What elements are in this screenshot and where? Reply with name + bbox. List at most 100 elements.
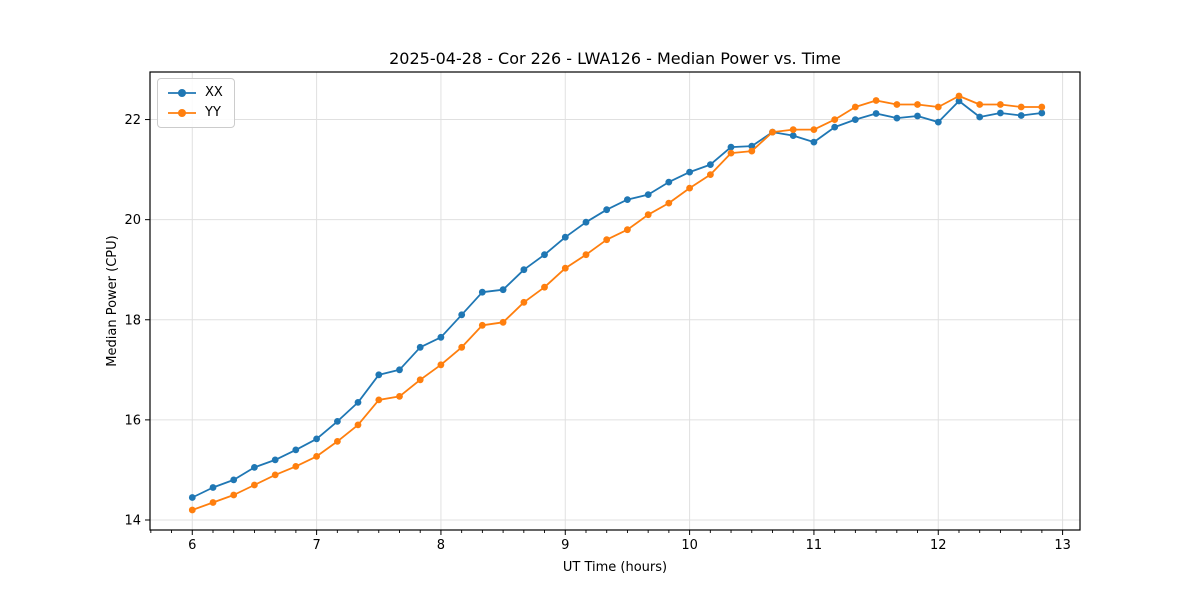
data-point-marker — [914, 112, 921, 120]
y-tick-label: 16 — [124, 413, 141, 428]
axis-ticks — [145, 119, 1064, 535]
data-point-marker — [334, 438, 341, 445]
data-point-marker — [624, 226, 631, 234]
data-point-marker — [934, 118, 942, 126]
data-point-marker — [499, 286, 507, 294]
data-point-marker — [851, 103, 859, 111]
data-point-marker — [251, 481, 258, 489]
series-line-yy — [191, 95, 1043, 511]
data-point-marker — [893, 114, 901, 122]
data-point-marker — [748, 142, 756, 150]
data-point-marker — [437, 333, 445, 341]
data-point-marker — [458, 311, 466, 319]
legend-item-yy: YY — [166, 104, 223, 122]
data-point-marker — [872, 97, 880, 104]
y-axis-label: Median Power (CPU) — [105, 235, 120, 366]
data-point-marker — [644, 191, 652, 199]
data-point-marker — [644, 211, 652, 219]
series-layer — [188, 92, 1046, 514]
data-point-marker — [292, 463, 300, 470]
data-point-marker — [230, 491, 238, 499]
data-point-marker — [603, 206, 611, 214]
data-point-marker — [955, 92, 963, 100]
data-point-marker — [561, 264, 569, 272]
data-point-marker — [810, 126, 818, 133]
data-point-marker — [727, 149, 735, 157]
data-point-marker — [354, 421, 362, 429]
data-point-marker — [1017, 103, 1025, 111]
data-point-marker — [727, 143, 735, 151]
data-point-marker — [851, 116, 859, 123]
data-point-marker — [665, 178, 673, 186]
y-tick-label: 18 — [124, 313, 141, 328]
data-point-marker — [354, 399, 362, 406]
x-tick-label: 7 — [312, 538, 320, 553]
legend-line-marker-icon — [168, 89, 196, 97]
data-point-marker — [396, 366, 403, 374]
series-yy — [188, 92, 1046, 514]
y-tick-label: 20 — [124, 213, 141, 228]
data-point-marker — [810, 138, 818, 146]
data-point-marker — [976, 101, 984, 108]
data-point-marker — [582, 251, 590, 259]
data-point-marker — [437, 361, 445, 369]
legend-label-yy: YY — [205, 105, 221, 120]
data-point-marker — [789, 126, 797, 133]
plot-border — [149, 71, 1081, 531]
data-point-marker — [520, 266, 528, 274]
data-point-marker — [686, 168, 693, 176]
legend: XX YY — [157, 78, 235, 128]
series-xx — [188, 97, 1046, 501]
data-point-marker — [686, 184, 693, 192]
data-point-marker — [520, 298, 528, 306]
data-point-marker — [707, 161, 714, 169]
x-tick-label: 13 — [1054, 538, 1071, 553]
data-point-marker — [292, 446, 300, 454]
data-point-marker — [893, 101, 901, 108]
data-point-marker — [997, 109, 1004, 117]
data-point-marker — [1038, 103, 1046, 111]
data-point-marker — [789, 132, 797, 140]
data-point-marker — [396, 393, 403, 400]
data-point-marker — [334, 418, 341, 425]
legend-label-xx: XX — [205, 85, 223, 100]
data-point-marker — [748, 147, 756, 155]
data-point-marker — [541, 283, 548, 291]
data-point-marker — [1017, 112, 1025, 119]
data-point-marker — [914, 101, 921, 108]
data-point-marker — [499, 318, 507, 326]
data-point-marker — [271, 471, 279, 479]
data-point-marker — [271, 456, 279, 464]
data-point-marker — [561, 233, 569, 241]
chart-title: 2025-04-28 - Cor 226 - LWA126 - Median P… — [389, 49, 841, 68]
data-point-marker — [188, 506, 196, 514]
data-point-marker — [478, 288, 486, 296]
gridlines — [150, 72, 1080, 530]
legend-line-marker-icon — [168, 109, 196, 117]
x-axis-label: UT Time (hours) — [563, 560, 667, 575]
tick-labels: 6 7 8 9 10 11 12 13 14 16 18 20 22 — [124, 113, 1070, 553]
y-tick-label: 14 — [124, 513, 141, 528]
legend-item-xx: XX — [166, 84, 223, 102]
data-point-marker — [603, 236, 611, 244]
data-point-marker — [251, 464, 258, 471]
x-tick-label: 11 — [806, 538, 823, 553]
data-point-marker — [955, 97, 963, 105]
data-point-marker — [934, 103, 942, 111]
data-point-marker — [582, 218, 590, 226]
data-point-marker — [416, 343, 424, 351]
data-point-marker — [209, 499, 217, 506]
y-tick-label: 22 — [124, 113, 141, 128]
series-line-xx — [191, 100, 1043, 499]
data-point-marker — [313, 453, 320, 460]
data-point-marker — [313, 435, 320, 443]
data-point-marker — [1038, 109, 1046, 117]
x-tick-label: 12 — [930, 538, 947, 553]
x-tick-label: 10 — [681, 538, 698, 553]
data-point-marker — [230, 476, 238, 484]
data-point-marker — [458, 343, 466, 351]
x-tick-label: 8 — [437, 538, 445, 553]
data-point-marker — [831, 123, 839, 131]
data-point-marker — [375, 396, 383, 404]
